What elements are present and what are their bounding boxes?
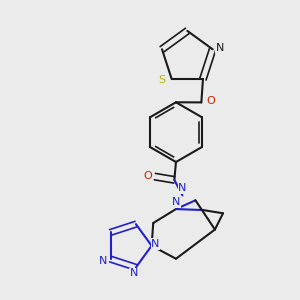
- Text: O: O: [206, 96, 215, 106]
- Text: O: O: [143, 171, 152, 181]
- Text: N: N: [151, 239, 160, 249]
- Text: N: N: [130, 268, 139, 278]
- Text: N: N: [172, 197, 180, 207]
- Text: N: N: [216, 43, 224, 53]
- Text: S: S: [158, 75, 166, 85]
- Text: N: N: [99, 256, 108, 266]
- Text: N: N: [178, 183, 187, 193]
